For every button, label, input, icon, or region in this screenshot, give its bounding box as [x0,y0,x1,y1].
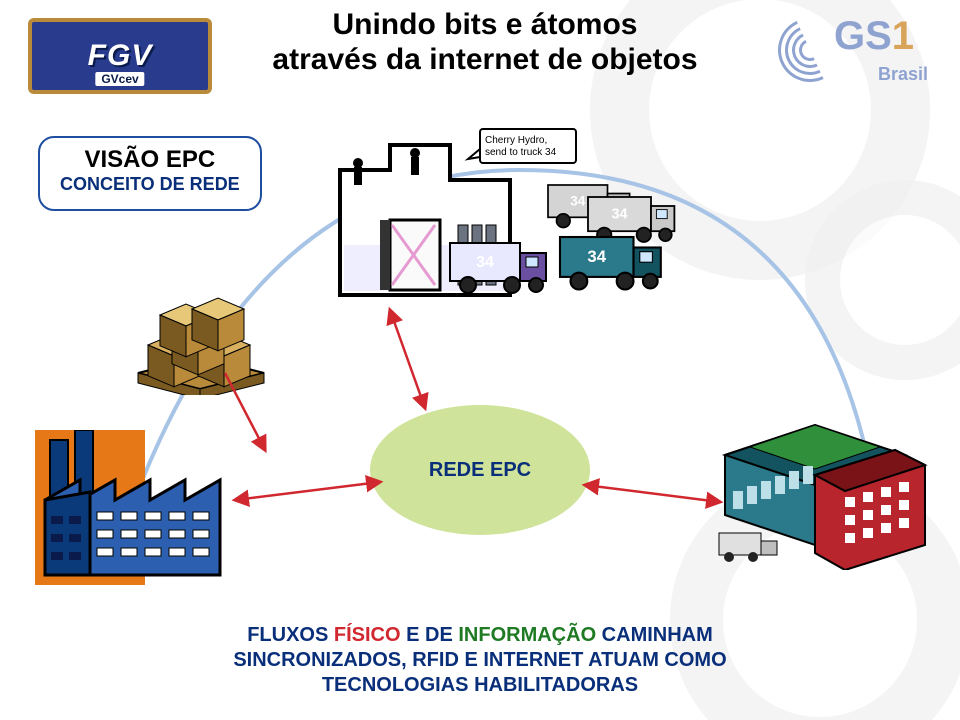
vision-line1: VISÃO EPC [60,146,240,174]
bt-1c: E DE [401,624,459,646]
svg-text:34: 34 [611,207,627,223]
svg-text:34: 34 [570,193,586,208]
fgv-logo-text: FGV [88,39,153,73]
svg-text:send to truck 34: send to truck 34 [485,147,557,158]
svg-text:34: 34 [587,247,606,266]
bottom-line3: TECNOLOGIAS HABILITADORAS [0,673,960,698]
bt-info: INFORMAÇÃO [458,624,596,646]
vision-box: VISÃO EPC CONCEITO DE REDE [38,136,262,211]
gs1-logo-text: GS1 [834,14,914,59]
gs1-one: 1 [892,14,914,58]
building-illustration [695,395,930,570]
bt-1e: CAMINHAM [596,624,713,646]
warehouse-illustration: Cherry Hydro,send to truck 34 34 34 34 34 [330,125,680,310]
gs1-arcs-icon [778,18,838,78]
central-node-label: REDE EPC [429,459,531,482]
gs1-logo: GS1 Brasil [778,8,938,98]
gs1-gs: GS [834,14,892,58]
gs1-sub: Brasil [878,64,928,85]
central-node: REDE EPC [370,405,590,535]
bt-fisico: FÍSICO [334,624,401,646]
svg-text:Cherry Hydro,: Cherry Hydro, [485,135,547,146]
title-line1: Unindo bits e átomos [225,8,745,43]
factory-illustration [35,430,235,585]
bottom-line2: SINCRONIZADOS, RFID E INTERNET ATUAM COM… [0,648,960,673]
pallet-illustration [130,285,270,395]
bottom-line1: FLUXOS FÍSICO E DE INFORMAÇÃO CAMINHAM [0,623,960,648]
fgv-logo-sub: GVcev [95,72,144,86]
slide: FGV GVcev GS1 Brasil Unindo bits e átomo… [0,0,960,720]
fgv-logo: FGV GVcev [28,18,212,94]
bt-1a: FLUXOS [247,624,334,646]
slide-title: Unindo bits e átomos através da internet… [225,8,745,77]
svg-text:34: 34 [476,254,494,271]
title-line2: através da internet de objetos [225,43,745,78]
vision-line2: CONCEITO DE REDE [60,174,240,195]
bottom-text: FLUXOS FÍSICO E DE INFORMAÇÃO CAMINHAM S… [0,623,960,698]
